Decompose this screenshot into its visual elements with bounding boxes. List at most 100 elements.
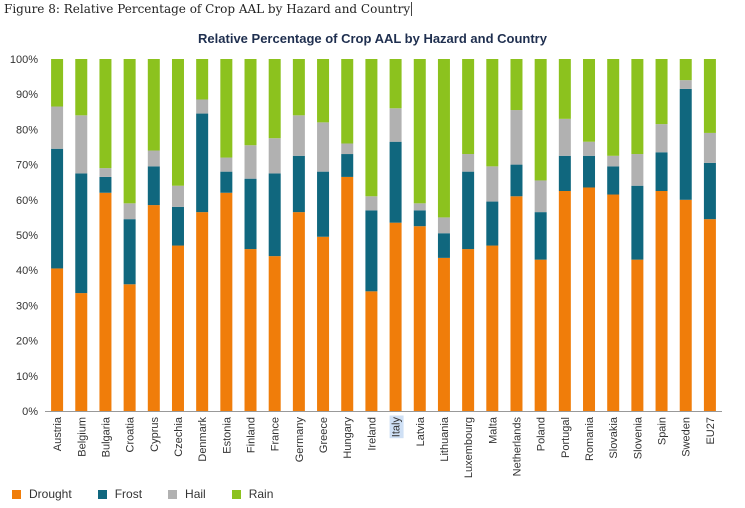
bar-segment-hail-cyprus bbox=[147, 150, 160, 167]
bar-segment-drought-luxembourg bbox=[462, 249, 475, 411]
bar-segment-drought-ireland bbox=[365, 291, 378, 411]
bar-segment-hail-hungary bbox=[341, 143, 354, 155]
bar-segment-drought-croatia bbox=[123, 284, 136, 411]
bar-segment-rain-lithuania bbox=[437, 59, 450, 218]
bar-segment-frost-czechia bbox=[171, 206, 184, 246]
bar-segment-drought-malta bbox=[486, 245, 499, 411]
bar-segment-drought-italy bbox=[389, 222, 402, 411]
bar-segment-rain-poland bbox=[534, 59, 547, 181]
bar-segment-drought-cyprus bbox=[147, 205, 160, 411]
x-tick-label-czechia: Czechia bbox=[173, 416, 185, 457]
bar-segment-frost-spain bbox=[655, 152, 668, 191]
bar-segment-rain-belgium bbox=[75, 59, 88, 116]
bar-segment-hail-belgium bbox=[75, 115, 88, 174]
x-tick-label-poland: Poland bbox=[536, 417, 548, 451]
bar-segment-rain-slovenia bbox=[631, 59, 644, 155]
bar-segment-frost-bulgaria bbox=[99, 176, 112, 193]
bar-segment-drought-latvia bbox=[413, 226, 426, 411]
bar-segment-frost-france bbox=[268, 173, 281, 257]
bar-segment-rain-netherlands bbox=[510, 59, 523, 111]
bar-segment-hail-czechia bbox=[171, 185, 184, 207]
bar-segment-frost-croatia bbox=[123, 219, 136, 285]
bar-segment-drought-portugal bbox=[558, 191, 571, 411]
bar-segment-hail-italy bbox=[389, 108, 402, 142]
x-tick-label-greece: Greece bbox=[318, 417, 330, 453]
figure-caption: Figure 8: Relative Percentage of Crop AA… bbox=[4, 2, 413, 16]
y-tick-label: 60% bbox=[16, 195, 38, 207]
bar-segment-frost-lithuania bbox=[437, 233, 450, 258]
bars bbox=[51, 59, 716, 411]
bar-segment-frost-hungary bbox=[341, 154, 354, 177]
legend-item-hail: Hail bbox=[168, 487, 206, 501]
x-tick-label-malta: Malta bbox=[487, 416, 499, 444]
x-tick-label-belgium: Belgium bbox=[76, 417, 88, 457]
x-tick-label-sweden: Sweden bbox=[681, 417, 693, 457]
bar-segment-frost-denmark bbox=[196, 113, 209, 213]
bar-segment-frost-malta bbox=[486, 201, 499, 246]
bar-segment-drought-eu27 bbox=[703, 219, 716, 411]
bar-segment-rain-romania bbox=[583, 59, 596, 142]
bar-segment-rain-france bbox=[268, 59, 281, 139]
bar-segment-frost-cyprus bbox=[147, 166, 160, 206]
bar-segment-frost-sweden bbox=[679, 88, 692, 200]
bar-segment-rain-portugal bbox=[558, 59, 571, 119]
bar-segment-drought-poland bbox=[534, 259, 547, 411]
x-tick-label-spain: Spain bbox=[657, 417, 669, 445]
bar-segment-hail-eu27 bbox=[703, 132, 716, 163]
bar-segment-rain-sweden bbox=[679, 59, 692, 81]
x-tick-label-germany: Germany bbox=[294, 417, 306, 463]
bar-segment-frost-slovakia bbox=[607, 166, 620, 195]
legend-swatch-hail bbox=[168, 489, 178, 499]
bar-segment-hail-bulgaria bbox=[99, 168, 112, 177]
y-tick-label: 30% bbox=[16, 300, 38, 312]
bar-segment-frost-netherlands bbox=[510, 164, 523, 197]
bar-segment-frost-ireland bbox=[365, 210, 378, 292]
x-tick-label-netherlands: Netherlands bbox=[511, 417, 523, 477]
bar-segment-rain-latvia bbox=[413, 59, 426, 204]
bar-segment-drought-spain bbox=[655, 191, 668, 411]
bar-segment-drought-lithuania bbox=[437, 257, 450, 411]
legend-item-frost: Frost bbox=[97, 487, 142, 501]
bar-segment-frost-latvia bbox=[413, 210, 426, 227]
bar-segment-drought-bulgaria bbox=[99, 192, 112, 411]
bar-segment-rain-malta bbox=[486, 59, 499, 167]
bar-segment-hail-portugal bbox=[558, 118, 571, 156]
bar-segment-drought-finland bbox=[244, 249, 257, 411]
bar-segment-hail-denmark bbox=[196, 99, 209, 114]
stacked-bar-chart: 0% 10% 20% 30% 40% 50% 60% 70% 80% 90% 100% Austri… bbox=[10, 54, 722, 478]
bar-segment-hail-spain bbox=[655, 124, 668, 153]
y-tick-label: 70% bbox=[16, 160, 38, 172]
bar-segment-rain-czechia bbox=[171, 59, 184, 186]
bar-segment-hail-slovakia bbox=[607, 155, 620, 167]
bar-segment-frost-estonia bbox=[220, 171, 233, 193]
bar-segment-frost-finland bbox=[244, 178, 257, 250]
bar-segment-drought-denmark bbox=[196, 212, 209, 411]
bar-segment-rain-austria bbox=[51, 59, 64, 107]
bar-segment-frost-eu27 bbox=[703, 162, 716, 220]
bar-segment-drought-greece bbox=[317, 236, 330, 411]
bar-segment-frost-luxembourg bbox=[462, 171, 475, 250]
bar-segment-hail-estonia bbox=[220, 157, 233, 172]
bar-segment-drought-estonia bbox=[220, 192, 233, 411]
x-tick-label-ireland: Ireland bbox=[366, 417, 378, 451]
bar-segment-frost-belgium bbox=[75, 173, 88, 294]
bar-segment-rain-luxembourg bbox=[462, 59, 475, 155]
bar-segment-hail-ireland bbox=[365, 196, 378, 211]
x-tick-label-france: France bbox=[270, 417, 282, 451]
bar-segment-frost-austria bbox=[51, 148, 64, 269]
legend-label-drought: Drought bbox=[29, 487, 72, 501]
x-tick-label-slovenia: Slovenia bbox=[632, 416, 644, 459]
x-tick-label-eu27: EU27 bbox=[705, 417, 717, 445]
bar-segment-rain-italy bbox=[389, 59, 402, 109]
bar-segment-frost-slovenia bbox=[631, 185, 644, 260]
x-tick-label-denmark: Denmark bbox=[197, 417, 209, 462]
bar-segment-drought-belgium bbox=[75, 293, 88, 411]
bar-segment-drought-sweden bbox=[679, 199, 692, 411]
x-tick-label-bulgaria: Bulgaria bbox=[100, 416, 112, 457]
bar-segment-hail-germany bbox=[292, 115, 305, 156]
x-tick-label-finland: Finland bbox=[246, 417, 258, 453]
bar-segment-hail-poland bbox=[534, 180, 547, 213]
x-tick-label-italy: Italy bbox=[391, 417, 403, 438]
bar-segment-hail-finland bbox=[244, 145, 257, 179]
y-tick-label: 0% bbox=[22, 406, 38, 418]
